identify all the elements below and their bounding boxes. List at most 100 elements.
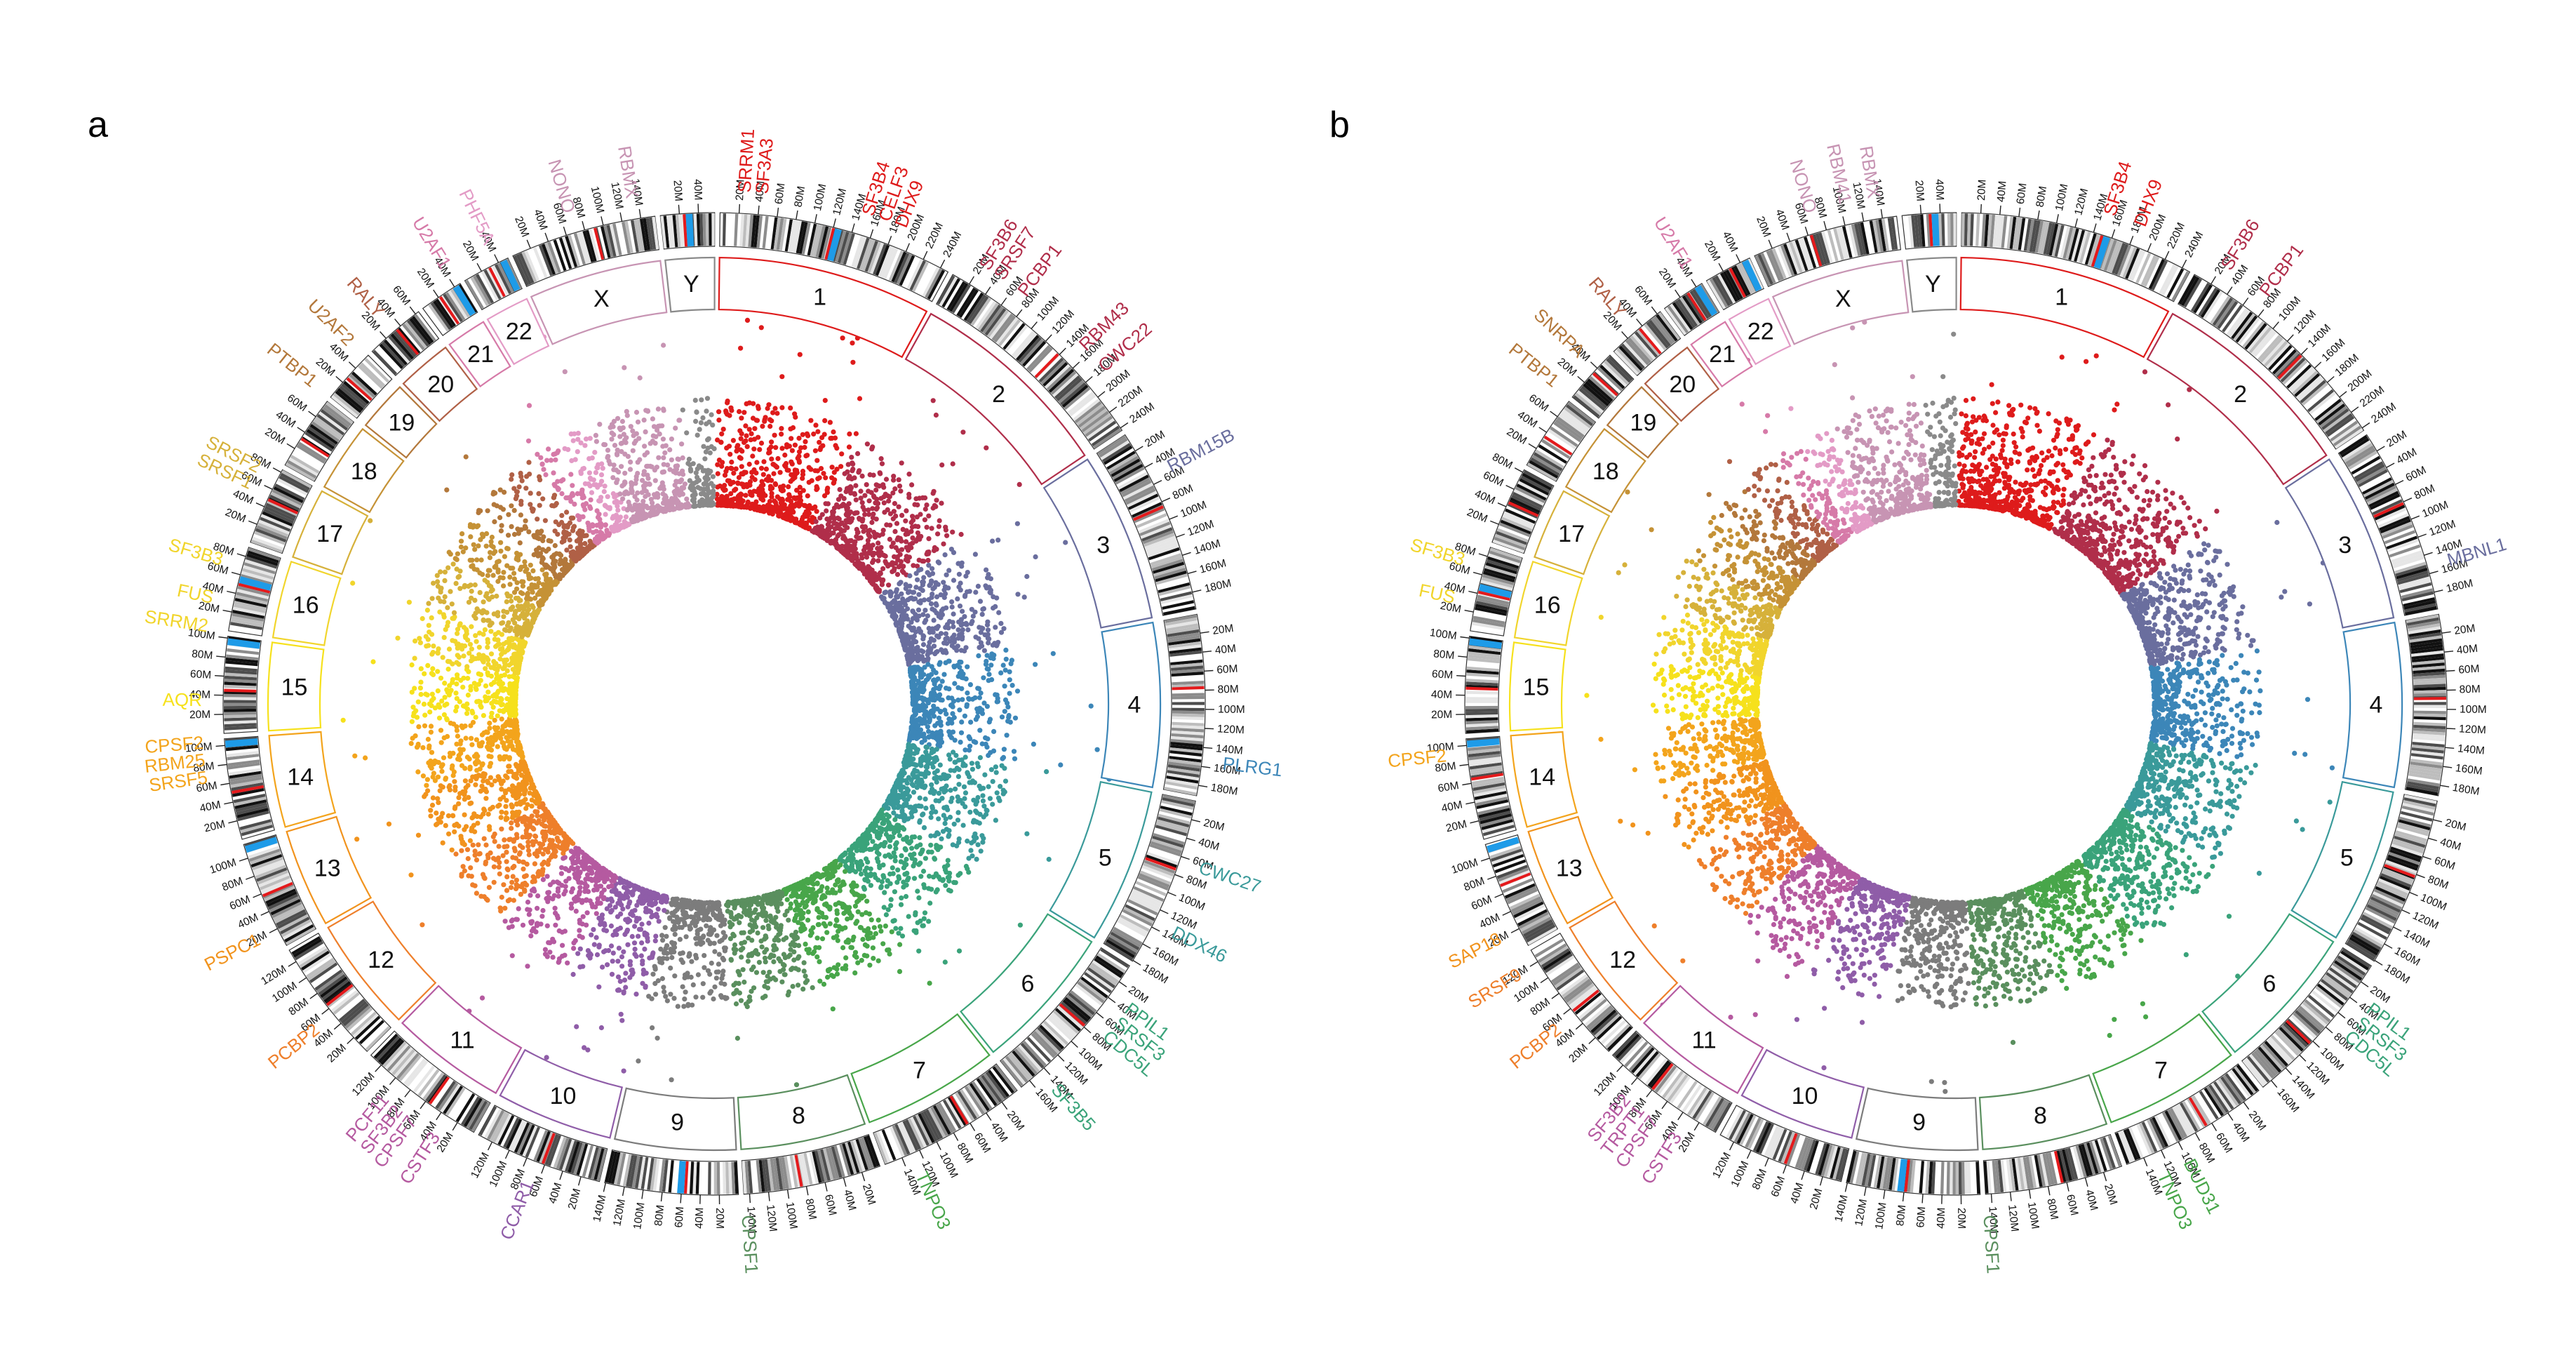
scatter-point: [973, 808, 979, 814]
scatter-point: [824, 508, 829, 514]
scatter-point: [609, 907, 615, 913]
scatter-point: [806, 479, 812, 485]
scatter-point: [862, 524, 868, 530]
scatter-point: [743, 493, 749, 498]
scatter-point: [923, 506, 928, 512]
scatter-point: [862, 942, 868, 947]
scatter-point: [850, 340, 855, 346]
scatter-point: [797, 352, 803, 357]
panel-a-letter: a: [88, 105, 108, 145]
scatter-point: [669, 910, 675, 916]
scatter-point: [476, 842, 481, 848]
scatter-point: [807, 502, 812, 509]
scatter-point: [751, 985, 757, 991]
scatter-point: [424, 777, 431, 782]
scatter-point: [848, 945, 854, 950]
scatter-point: [819, 910, 825, 916]
scatter-point: [697, 907, 702, 913]
scatter-point: [652, 938, 658, 944]
scatter-point: [944, 711, 949, 717]
scatter-point: [1012, 715, 1019, 721]
scatter-point: [711, 905, 717, 911]
scatter-point: [765, 406, 770, 411]
scatter-point: [892, 817, 898, 822]
scatter-point: [514, 877, 520, 883]
scatter-point: [516, 851, 523, 857]
scatter-point: [943, 631, 948, 636]
scatter-point: [799, 516, 805, 522]
scatter-point: [913, 585, 919, 590]
scatter-point: [890, 919, 896, 924]
scatter-point: [623, 985, 629, 990]
scatter-point: [608, 943, 615, 949]
scatter-point: [815, 429, 821, 434]
scatter-point: [753, 907, 758, 913]
scatter-point: [672, 924, 678, 929]
scatter-point: [913, 747, 919, 752]
scatter-point: [921, 696, 927, 702]
scatter-point: [864, 953, 870, 959]
scatter-point: [462, 778, 469, 784]
scatter-point: [577, 928, 582, 933]
scatter-point: [499, 826, 504, 832]
scatter-point: [934, 582, 939, 587]
scatter-point: [944, 775, 950, 781]
scatter-point: [746, 427, 752, 432]
scatter-point: [678, 957, 684, 963]
scatter-point: [776, 956, 781, 961]
scatter-point: [877, 470, 883, 476]
scatter-point: [574, 1024, 579, 1029]
scatter-point: [892, 528, 898, 535]
scatter-point: [548, 824, 554, 829]
scatter-point: [669, 1077, 674, 1083]
scatter-point: [765, 979, 771, 985]
scatter-point: [867, 962, 873, 968]
scatter-point: [709, 960, 714, 966]
scatter-point: [1002, 667, 1008, 673]
scatter-point: [528, 933, 534, 939]
scatter-point: [633, 919, 639, 924]
scatter-point: [928, 833, 934, 839]
scatter-point: [514, 801, 520, 806]
scatter-point: [523, 873, 529, 879]
scatter-point: [771, 975, 777, 981]
scatter-point: [909, 482, 915, 488]
scatter-point: [893, 589, 899, 594]
scatter-point: [894, 594, 899, 599]
scatter-point: [930, 764, 936, 770]
scatter-point: [908, 669, 913, 676]
scatter-point: [939, 647, 944, 653]
scatter-point: [794, 495, 800, 501]
scatter-point: [804, 947, 810, 952]
scatter-point: [847, 431, 852, 437]
scatter-point: [845, 548, 851, 554]
scatter-point: [773, 481, 779, 488]
scatter-point: [671, 996, 677, 1001]
scatter-point: [919, 740, 925, 745]
scatter-point: [716, 409, 722, 415]
scatter-point: [729, 914, 734, 920]
scatter-point: [810, 985, 815, 990]
scatter-point: [575, 855, 581, 861]
scatter-point: [927, 717, 932, 723]
scatter-point: [903, 518, 908, 524]
scatter-point: [944, 686, 949, 691]
scatter-point: [561, 891, 567, 897]
scatter-point: [784, 908, 790, 914]
scatter-point: [887, 834, 894, 839]
scatter-point: [881, 820, 887, 827]
scatter-point: [621, 989, 626, 994]
scatter-point: [491, 864, 497, 869]
scatter-point: [1002, 709, 1007, 714]
scatter-point: [789, 506, 794, 512]
scatter-point: [1063, 540, 1068, 545]
scatter-point: [912, 857, 918, 862]
scatter-point: [540, 851, 546, 857]
scatter-point: [804, 893, 810, 898]
scatter-point: [867, 935, 873, 941]
scatter-point: [690, 919, 696, 925]
scatter-point: [552, 905, 558, 911]
scatter-point: [652, 980, 658, 987]
scatter-point: [948, 787, 953, 793]
